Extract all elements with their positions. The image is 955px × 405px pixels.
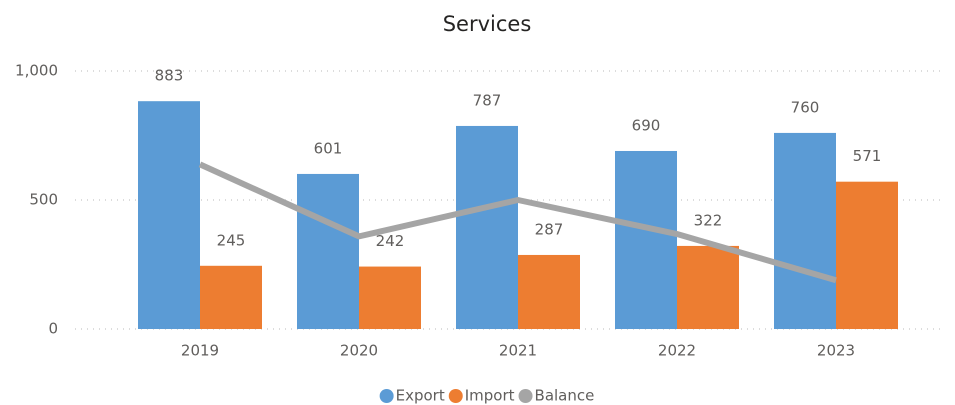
bar [138,101,200,329]
bar [836,181,898,329]
x-tick-label: 2019 [181,342,219,360]
legend-marker [379,389,394,403]
data-label: 322 [694,211,723,229]
data-label: 883 [155,67,184,85]
bar [615,150,677,329]
bar [518,254,580,329]
bar [456,125,518,329]
x-tick-label: 2023 [817,342,855,360]
bar [774,132,836,329]
legend-marker [518,389,533,403]
data-label: 760 [791,98,820,116]
data-label: 242 [376,232,405,250]
bar [359,266,421,329]
legend-label: Balance [535,387,595,405]
x-tick-label: 2022 [658,342,696,360]
data-label: 787 [473,91,502,109]
legend-marker [448,389,463,403]
data-label: 287 [535,220,564,238]
bar [677,245,739,329]
data-label: 245 [217,231,246,249]
legend-label: Import [465,387,515,405]
chart-title: Services [443,12,532,36]
bar [200,265,262,329]
y-tick-label: 1,000 [15,62,58,80]
line [198,161,837,284]
data-label: 690 [632,116,661,134]
data-label: 571 [853,147,882,165]
data-label: 601 [314,139,343,157]
x-tick-label: 2020 [340,342,378,360]
bar [297,173,359,329]
y-tick-label: 500 [29,191,58,209]
legend-label: Export [396,387,445,405]
y-tick-label: 0 [48,320,58,338]
x-tick-label: 2021 [499,342,537,360]
